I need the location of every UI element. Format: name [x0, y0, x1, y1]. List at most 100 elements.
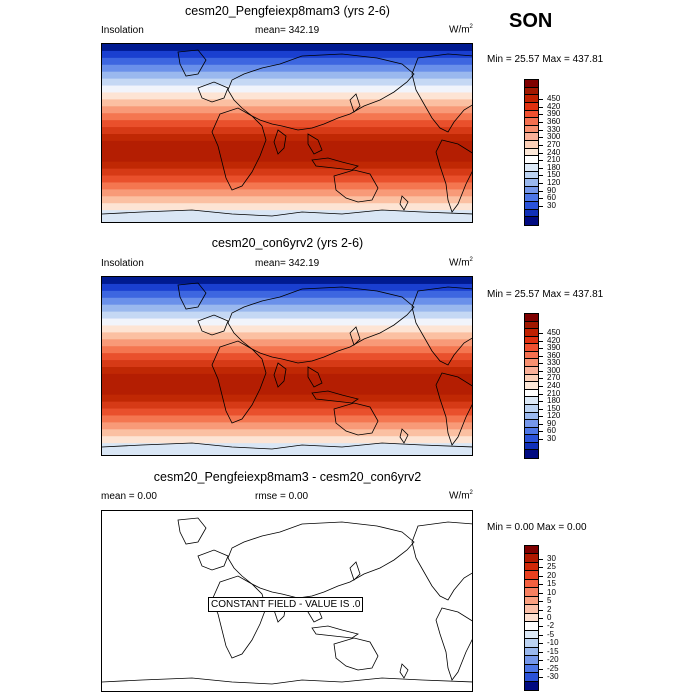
colorbar-tick-label: 30	[547, 553, 556, 563]
colorbar-cell	[525, 336, 538, 345]
colorbar-tick-label: 360	[547, 350, 561, 360]
coastline-india	[273, 129, 287, 155]
coastline-greenland	[177, 49, 207, 77]
colorbar-cell	[525, 186, 538, 195]
colorbar-tick-mark	[539, 439, 543, 441]
colorbar-tick-mark	[539, 423, 543, 425]
colorbar-tick-label: 2	[547, 604, 552, 614]
colorbar-cell	[525, 673, 538, 682]
colorbar-cell	[525, 442, 538, 451]
insolation-band	[102, 367, 472, 375]
panel-2-map	[101, 276, 473, 456]
colorbar-tick-mark	[539, 575, 543, 577]
panel-1-minmax: Min = 25.57 Max = 437.81	[487, 54, 604, 65]
coastline-greenland	[177, 282, 207, 310]
colorbar-tick-mark	[539, 355, 543, 357]
insolation-band	[102, 277, 472, 285]
colorbar-tick-label: 180	[547, 162, 561, 172]
colorbar-tick-mark	[539, 643, 543, 645]
colorbar-tick-mark	[539, 618, 543, 619]
colorbar-tick-label: 270	[547, 373, 561, 383]
colorbar-tick-mark	[539, 99, 543, 101]
panel-3-rmse: rmse = 0.00	[255, 491, 309, 502]
insolation-band	[102, 325, 472, 333]
colorbar-tick-mark	[539, 401, 543, 403]
colorbar-cell	[525, 133, 538, 141]
colorbar-tick-mark	[539, 167, 543, 169]
colorbar-cell	[525, 194, 538, 202]
coastline-se-asia	[307, 133, 323, 155]
panel-2-units: W/m2	[449, 257, 473, 269]
colorbar-tick-label: 90	[547, 418, 556, 428]
panel-3-mean: mean = 0.00	[101, 491, 157, 502]
colorbar-cell	[525, 412, 538, 421]
colorbar-cell	[525, 87, 538, 96]
colorbar-cell	[525, 80, 538, 88]
insolation-band	[102, 161, 472, 170]
insolation-band	[102, 71, 472, 80]
colorbar-tick-mark	[539, 626, 543, 628]
insolation-band	[102, 436, 472, 444]
colorbar-cell	[525, 209, 538, 218]
colorbar-tick-mark	[539, 152, 543, 154]
coastline-indonesia	[311, 390, 359, 404]
insolation-band	[102, 147, 472, 156]
insolation-band	[102, 415, 472, 423]
coastline-australia	[333, 637, 379, 671]
colorbar-tick-mark	[539, 668, 543, 670]
coastline-europe-west	[197, 81, 229, 103]
insolation-band	[102, 92, 472, 100]
colorbar-tick-label: 120	[547, 411, 561, 421]
colorbar-tick-label: 210	[547, 155, 561, 165]
insolation-band	[102, 450, 472, 455]
colorbar-tick-mark	[539, 144, 543, 146]
panel-1-bands	[102, 44, 472, 222]
colorbar-tick-mark	[539, 114, 543, 116]
panel-3-coastlines	[102, 517, 472, 685]
insolation-band	[102, 99, 472, 107]
colorbar-tick-mark	[539, 592, 543, 594]
colorbar-tick-mark	[539, 416, 543, 418]
insolation-band	[102, 78, 472, 87]
insolation-band	[102, 346, 472, 354]
coastline-greenland	[177, 517, 207, 545]
colorbar-tick-label: 60	[547, 193, 556, 203]
colorbar-cell	[525, 420, 538, 428]
colorbar-cell	[525, 110, 538, 119]
insolation-band	[102, 168, 472, 177]
panel-1-title: cesm20_Pengfeiexp8mam3 (yrs 2-6)	[185, 4, 390, 18]
colorbar-tick-mark	[539, 601, 543, 603]
insolation-band	[102, 394, 472, 403]
colorbar-cell	[525, 351, 538, 360]
colorbar-tick-mark	[539, 386, 543, 387]
insolation-band	[102, 380, 472, 389]
coastline-north-america	[411, 286, 472, 366]
panel-1-coastlines	[102, 49, 472, 217]
colorbar-cell	[525, 321, 538, 330]
insolation-band	[102, 401, 472, 410]
coastline-eurasia	[227, 53, 415, 131]
panel-3-minmax: Min = 0.00 Max = 0.00	[487, 522, 587, 533]
colorbar-tick-mark	[539, 431, 543, 433]
colorbar-tick-label: 60	[547, 426, 556, 436]
insolation-band	[102, 318, 472, 327]
colorbar-cell	[525, 588, 538, 597]
colorbar-tick-label: 240	[547, 147, 561, 157]
colorbar-cell	[525, 579, 538, 589]
colorbar-tick-mark	[539, 106, 543, 108]
coastline-eurasia	[227, 521, 415, 599]
insolation-band	[102, 311, 472, 320]
colorbar-cell	[525, 647, 538, 657]
colorbar-tick-label: 330	[547, 358, 561, 368]
colorbar-tick-mark	[539, 677, 543, 679]
coastline-europe-west	[197, 549, 229, 571]
insolation-band	[102, 50, 472, 59]
insolation-band	[102, 217, 472, 222]
insolation-band	[102, 127, 472, 135]
colorbar-tick-label: 450	[547, 94, 561, 104]
coastline-eurasia	[227, 286, 415, 364]
coastline-antarctica	[102, 442, 472, 450]
insolation-band	[102, 189, 472, 197]
colorbar-cell	[525, 664, 538, 674]
insolation-band	[102, 408, 472, 417]
